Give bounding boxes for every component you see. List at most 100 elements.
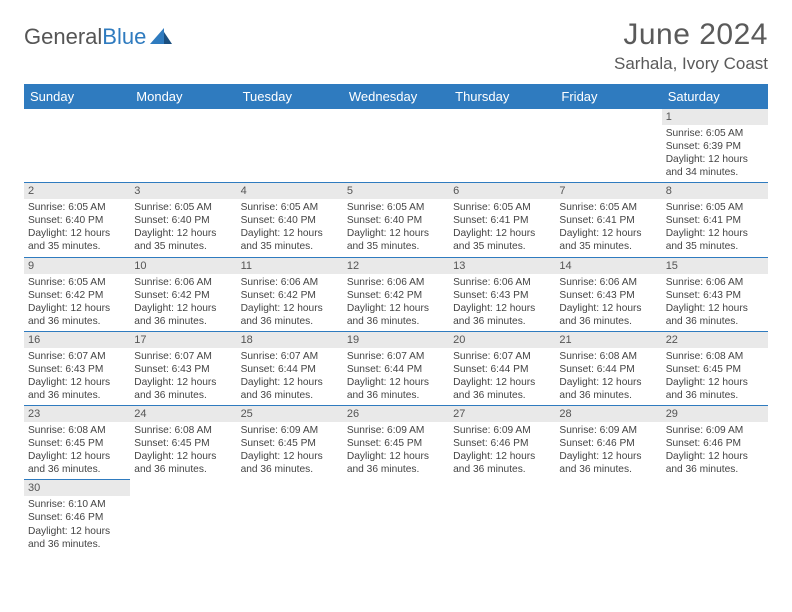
daylight-text: Daylight: 12 hours and 35 minutes. bbox=[134, 227, 232, 253]
day-cell: 19Sunrise: 6:07 AMSunset: 6:44 PMDayligh… bbox=[343, 331, 449, 405]
sunset-text: Sunset: 6:41 PM bbox=[666, 214, 764, 227]
daylight-text: Daylight: 12 hours and 36 minutes. bbox=[347, 302, 445, 328]
day-cell: 1Sunrise: 6:05 AMSunset: 6:39 PMDaylight… bbox=[662, 109, 768, 183]
daylight-text: Daylight: 12 hours and 36 minutes. bbox=[559, 376, 657, 402]
day-cell: 21Sunrise: 6:08 AMSunset: 6:44 PMDayligh… bbox=[555, 331, 661, 405]
sunrise-text: Sunrise: 6:08 AM bbox=[28, 424, 126, 437]
day-cell: 29Sunrise: 6:09 AMSunset: 6:46 PMDayligh… bbox=[662, 406, 768, 480]
sunrise-text: Sunrise: 6:06 AM bbox=[453, 276, 551, 289]
sunrise-text: Sunrise: 6:09 AM bbox=[453, 424, 551, 437]
empty-cell bbox=[449, 109, 555, 183]
day-cell: 28Sunrise: 6:09 AMSunset: 6:46 PMDayligh… bbox=[555, 406, 661, 480]
sunrise-text: Sunrise: 6:09 AM bbox=[559, 424, 657, 437]
day-number: 27 bbox=[449, 406, 555, 422]
daylight-text: Daylight: 12 hours and 35 minutes. bbox=[347, 227, 445, 253]
day-number: 16 bbox=[24, 332, 130, 348]
daylight-text: Daylight: 12 hours and 35 minutes. bbox=[666, 227, 764, 253]
day-number: 19 bbox=[343, 332, 449, 348]
calendar-row: 1Sunrise: 6:05 AMSunset: 6:39 PMDaylight… bbox=[24, 109, 768, 183]
sunset-text: Sunset: 6:39 PM bbox=[666, 140, 764, 153]
day-number: 5 bbox=[343, 183, 449, 199]
empty-cell bbox=[24, 109, 130, 183]
sunrise-text: Sunrise: 6:06 AM bbox=[241, 276, 339, 289]
location: Sarhala, Ivory Coast bbox=[614, 54, 768, 74]
day-cell: 13Sunrise: 6:06 AMSunset: 6:43 PMDayligh… bbox=[449, 257, 555, 331]
daylight-text: Daylight: 12 hours and 36 minutes. bbox=[241, 376, 339, 402]
daylight-text: Daylight: 12 hours and 35 minutes. bbox=[559, 227, 657, 253]
daylight-text: Daylight: 12 hours and 36 minutes. bbox=[134, 302, 232, 328]
sunset-text: Sunset: 6:40 PM bbox=[347, 214, 445, 227]
sunrise-text: Sunrise: 6:05 AM bbox=[28, 276, 126, 289]
calendar-head: SundayMondayTuesdayWednesdayThursdayFrid… bbox=[24, 84, 768, 109]
sunset-text: Sunset: 6:46 PM bbox=[453, 437, 551, 450]
sunset-text: Sunset: 6:43 PM bbox=[559, 289, 657, 302]
daylight-text: Daylight: 12 hours and 36 minutes. bbox=[453, 302, 551, 328]
day-cell: 2Sunrise: 6:05 AMSunset: 6:40 PMDaylight… bbox=[24, 183, 130, 257]
day-cell: 30 Sunrise: 6:10 AMSunset: 6:46 PMDayligh… bbox=[24, 480, 130, 554]
sunrise-text: Sunrise: 6:09 AM bbox=[241, 424, 339, 437]
sunrise-text: Sunrise: 6:10 AM bbox=[28, 498, 126, 511]
daylight-text: Daylight: 12 hours and 36 minutes. bbox=[666, 376, 764, 402]
day-number: 22 bbox=[662, 332, 768, 348]
day-cell: 7Sunrise: 6:05 AMSunset: 6:41 PMDaylight… bbox=[555, 183, 661, 257]
calendar-body: 1Sunrise: 6:05 AMSunset: 6:39 PMDaylight… bbox=[24, 109, 768, 554]
empty-cell bbox=[343, 480, 449, 554]
sunrise-text: Sunrise: 6:07 AM bbox=[28, 350, 126, 363]
daylight-text: Daylight: 12 hours and 36 minutes. bbox=[347, 450, 445, 476]
day-cell: 22Sunrise: 6:08 AMSunset: 6:45 PMDayligh… bbox=[662, 331, 768, 405]
day-cell: 5Sunrise: 6:05 AMSunset: 6:40 PMDaylight… bbox=[343, 183, 449, 257]
daylight-text: Daylight: 12 hours and 36 minutes. bbox=[28, 525, 126, 551]
day-number: 6 bbox=[449, 183, 555, 199]
sunset-text: Sunset: 6:46 PM bbox=[559, 437, 657, 450]
day-cell: 24Sunrise: 6:08 AMSunset: 6:45 PMDayligh… bbox=[130, 406, 236, 480]
sunset-text: Sunset: 6:44 PM bbox=[347, 363, 445, 376]
sunset-text: Sunset: 6:43 PM bbox=[28, 363, 126, 376]
weekday-header: Monday bbox=[130, 84, 236, 109]
sunset-text: Sunset: 6:45 PM bbox=[241, 437, 339, 450]
day-number: 1 bbox=[662, 109, 768, 125]
daylight-text: Daylight: 12 hours and 35 minutes. bbox=[241, 227, 339, 253]
day-cell: 11Sunrise: 6:06 AMSunset: 6:42 PMDayligh… bbox=[237, 257, 343, 331]
sunrise-text: Sunrise: 6:09 AM bbox=[666, 424, 764, 437]
daylight-text: Daylight: 12 hours and 36 minutes. bbox=[134, 376, 232, 402]
weekday-header: Sunday bbox=[24, 84, 130, 109]
sunset-text: Sunset: 6:42 PM bbox=[134, 289, 232, 302]
sunrise-text: Sunrise: 6:08 AM bbox=[134, 424, 232, 437]
sunset-text: Sunset: 6:42 PM bbox=[28, 289, 126, 302]
sunrise-text: Sunrise: 6:08 AM bbox=[559, 350, 657, 363]
sunset-text: Sunset: 6:45 PM bbox=[347, 437, 445, 450]
sunrise-text: Sunrise: 6:05 AM bbox=[241, 201, 339, 214]
daylight-text: Daylight: 12 hours and 36 minutes. bbox=[28, 302, 126, 328]
calendar-row: 30 Sunrise: 6:10 AMSunset: 6:46 PMDayligh… bbox=[24, 480, 768, 554]
day-number: 2 bbox=[24, 183, 130, 199]
daylight-text: Daylight: 12 hours and 36 minutes. bbox=[666, 302, 764, 328]
calendar-row: 16Sunrise: 6:07 AMSunset: 6:43 PMDayligh… bbox=[24, 331, 768, 405]
daylight-text: Daylight: 12 hours and 36 minutes. bbox=[241, 450, 339, 476]
sunrise-text: Sunrise: 6:06 AM bbox=[134, 276, 232, 289]
day-number: 23 bbox=[24, 406, 130, 422]
sunset-text: Sunset: 6:41 PM bbox=[559, 214, 657, 227]
daylight-text: Daylight: 12 hours and 36 minutes. bbox=[453, 376, 551, 402]
daylight-text: Daylight: 12 hours and 36 minutes. bbox=[347, 376, 445, 402]
empty-cell bbox=[449, 480, 555, 554]
daylight-text: Daylight: 12 hours and 34 minutes. bbox=[666, 153, 764, 179]
sunset-text: Sunset: 6:40 PM bbox=[241, 214, 339, 227]
day-number: 18 bbox=[237, 332, 343, 348]
empty-cell bbox=[237, 109, 343, 183]
empty-cell bbox=[237, 480, 343, 554]
daylight-text: Daylight: 12 hours and 35 minutes. bbox=[28, 227, 126, 253]
sunrise-text: Sunrise: 6:09 AM bbox=[347, 424, 445, 437]
day-number: 8 bbox=[662, 183, 768, 199]
sunrise-text: Sunrise: 6:06 AM bbox=[559, 276, 657, 289]
day-cell: 25Sunrise: 6:09 AMSunset: 6:45 PMDayligh… bbox=[237, 406, 343, 480]
brand-logo: GeneralBlue bbox=[24, 24, 172, 50]
day-number: 30 bbox=[24, 480, 130, 496]
sunrise-text: Sunrise: 6:08 AM bbox=[666, 350, 764, 363]
daylight-text: Daylight: 12 hours and 36 minutes. bbox=[559, 302, 657, 328]
day-cell: 10Sunrise: 6:06 AMSunset: 6:42 PMDayligh… bbox=[130, 257, 236, 331]
sunset-text: Sunset: 6:46 PM bbox=[28, 511, 126, 524]
day-number: 4 bbox=[237, 183, 343, 199]
day-number: 24 bbox=[130, 406, 236, 422]
sunrise-text: Sunrise: 6:07 AM bbox=[453, 350, 551, 363]
sunrise-text: Sunrise: 6:05 AM bbox=[28, 201, 126, 214]
